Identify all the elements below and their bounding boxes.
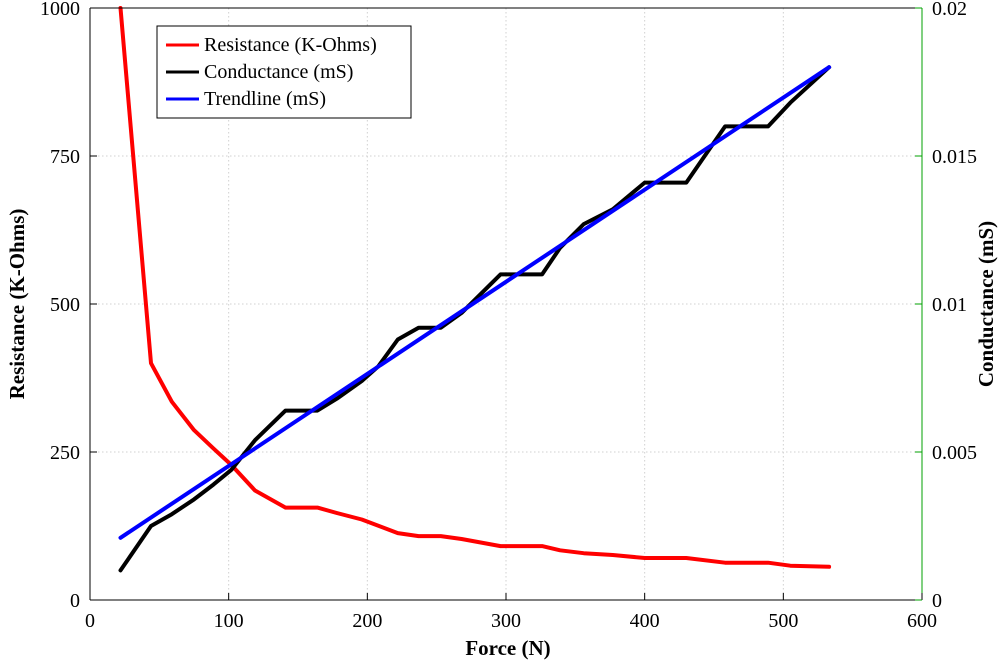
legend-label-conductance: Conductance (mS): [204, 61, 353, 83]
series-layer: [118, 6, 832, 573]
y-right-tick-label: 0.015: [932, 146, 977, 168]
y-left-axis-title: Resistance (K-Ohms): [5, 209, 29, 400]
legend-label-trendline: Trendline (mS): [204, 88, 326, 110]
x-tick-label: 300: [491, 610, 521, 632]
ticks-layer: 0 100 200 300 400 500 6000250500750100000.0050…: [40, 0, 977, 632]
x-axis-title: Force (N): [465, 636, 550, 660]
x-tick-label: 600: [907, 610, 937, 632]
x-tick-label: 0: [85, 610, 95, 632]
y-right-tick-label: 0.01: [932, 294, 967, 316]
legend: Resistance (K-Ohms) Conductance (mS) Tre…: [156, 25, 412, 119]
y-left-tick-label: 750: [50, 146, 80, 168]
y-left-tick-label: 1000: [40, 0, 80, 20]
x-tick-label: 200: [352, 610, 382, 632]
y-right-axis-title: Conductance (mS): [974, 221, 998, 387]
trendline-line: [118, 65, 832, 540]
y-left-tick-label: 250: [50, 442, 80, 464]
conductance-line: [118, 65, 832, 573]
y-left-tick-label: 500: [50, 294, 80, 316]
y-right-tick-label: 0.005: [932, 442, 977, 464]
x-tick-label: 500: [768, 610, 798, 632]
y-right-tick-label: 0: [932, 590, 942, 612]
y-right-tick-label: 0.02: [932, 0, 967, 20]
y-left-tick-label: 0: [70, 590, 80, 612]
x-tick-label: 100: [214, 610, 244, 632]
legend-box: [156, 25, 412, 119]
x-tick-label: 400: [630, 610, 660, 632]
grid-layer: [90, 8, 922, 600]
resistance-line: [118, 6, 832, 569]
legend-label-resistance: Resistance (K-Ohms): [204, 34, 377, 56]
